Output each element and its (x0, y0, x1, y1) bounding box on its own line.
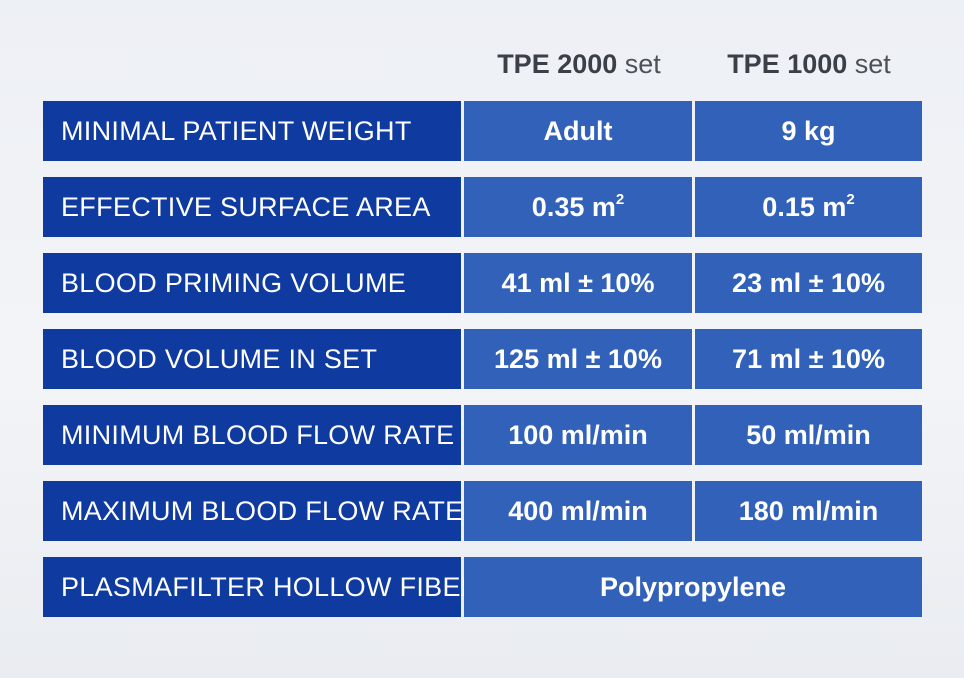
column-header-tpe-1000: TPE 1000 set (696, 46, 922, 82)
value-tpe-2000: Adult (464, 101, 692, 161)
row-label: BLOOD VOLUME IN SET (43, 329, 461, 389)
row-label: MINIMAL PATIENT WEIGHT (43, 101, 461, 161)
value-tpe-2000: 125 ml ± 10% (464, 329, 692, 389)
value-tpe-1000: 71 ml ± 10% (695, 329, 922, 389)
value-tpe-2000: 41 ml ± 10% (464, 253, 692, 313)
column-header-model: TPE 2000 (497, 49, 618, 79)
row-label: EFFECTIVE SURFACE AREA (43, 177, 461, 237)
row-label: PLASMAFILTER HOLLOW FIBER (43, 557, 480, 617)
column-header-suffix: set (624, 49, 661, 79)
column-header-suffix: set (854, 49, 891, 79)
row-label: MINIMUM BLOOD FLOW RATE (43, 405, 461, 465)
value-tpe-1000: 23 ml ± 10% (695, 253, 922, 313)
superscript: 2 (846, 191, 855, 208)
value-shared: Polypropylene (464, 557, 922, 617)
superscript: 2 (615, 191, 625, 208)
value-tpe-2000: 0.35 m2 (464, 177, 692, 237)
row-label: MAXIMUM BLOOD FLOW RATE (43, 481, 463, 541)
value-tpe-1000: 0.15 m2 (695, 177, 922, 237)
column-header-model: TPE 1000 (727, 49, 848, 79)
value-tpe-1000: 180 ml/min (695, 481, 922, 541)
value-tpe-2000: 400 ml/min (464, 481, 692, 541)
row-label: BLOOD PRIMING VOLUME (43, 253, 461, 313)
value-text: 0.15 m (762, 192, 847, 222)
value-tpe-1000: 9 kg (695, 101, 922, 161)
column-header-tpe-2000: TPE 2000 set (466, 46, 692, 82)
value-text: 0.35 m (531, 192, 616, 222)
value-tpe-2000: 100 ml/min (464, 405, 692, 465)
value-tpe-1000: 50 ml/min (695, 405, 922, 465)
